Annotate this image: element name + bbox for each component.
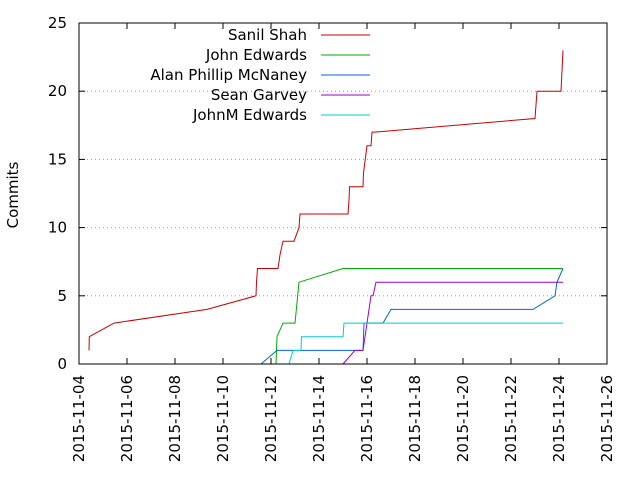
series-line-0 bbox=[88, 50, 564, 351]
series-line-1 bbox=[275, 268, 563, 365]
grid-lines bbox=[79, 90, 607, 297]
x-tick-label-10: 2015-11-24 bbox=[550, 375, 568, 462]
x-tick-label-0: 2015-11-04 bbox=[70, 375, 88, 462]
legend-label-1: John Edwards bbox=[205, 46, 307, 64]
x-tick-label-6: 2015-11-16 bbox=[358, 375, 376, 462]
legend-label-3: Sean Garvey bbox=[211, 86, 307, 104]
x-tick-label-4: 2015-11-12 bbox=[262, 375, 280, 462]
x-tick-label-2: 2015-11-08 bbox=[166, 375, 184, 462]
series-line-3 bbox=[342, 281, 563, 365]
y-tick-label-4: 20 bbox=[48, 82, 67, 100]
legend-label-0: Sanil Shah bbox=[228, 26, 307, 44]
x-tick-label-1: 2015-11-06 bbox=[118, 375, 136, 462]
legend: Sanil Shah John Edwards Alan Phillip McNan… bbox=[150, 26, 370, 124]
y-axis-title: Commits bbox=[4, 161, 22, 228]
y-tick-label-1: 5 bbox=[57, 287, 67, 305]
legend-label-2: Alan Phillip McNaney bbox=[150, 66, 307, 84]
x-tick-label-11: 2015-11-26 bbox=[598, 375, 616, 462]
series-lines bbox=[88, 50, 564, 365]
x-tick-label-8: 2015-11-20 bbox=[454, 375, 472, 462]
y-tick-label-2: 10 bbox=[48, 219, 67, 237]
x-tick-label-3: 2015-11-10 bbox=[214, 375, 232, 462]
axes: 0 5 10 15 20 25 2015-11-04 2015-11-06 2015-11-08… bbox=[48, 14, 616, 462]
series-line-2 bbox=[260, 268, 564, 365]
y-tick-label-3: 15 bbox=[48, 150, 67, 168]
x-tick-label-5: 2015-11-14 bbox=[310, 375, 328, 462]
x-tick-label-9: 2015-11-22 bbox=[502, 375, 520, 462]
y-tick-label-0: 0 bbox=[57, 355, 67, 373]
x-tick-label-7: 2015-11-18 bbox=[406, 375, 424, 462]
series-line-4 bbox=[288, 322, 563, 365]
legend-label-4: JohnM Edwards bbox=[192, 106, 307, 124]
y-tick-label-5: 25 bbox=[48, 14, 67, 32]
plot-frame bbox=[78, 22, 608, 365]
